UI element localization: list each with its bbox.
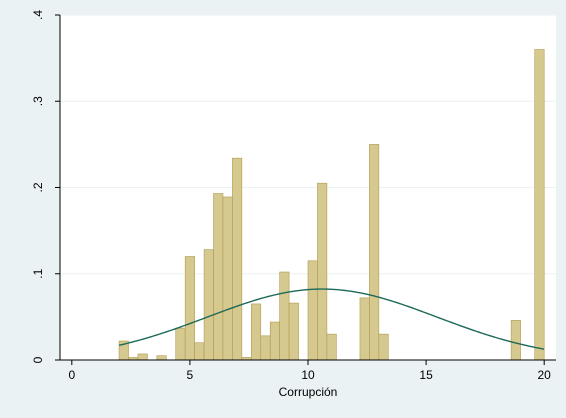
histogram-bar xyxy=(369,144,380,361)
histogram-bar xyxy=(156,355,167,361)
histogram-bar xyxy=(279,271,290,361)
histogram-bar xyxy=(269,321,280,361)
histogram-bar xyxy=(307,260,318,361)
histogram-bar xyxy=(184,256,195,361)
histogram-bar xyxy=(260,335,271,361)
axis-ticks: 0 5 10 15 20 0 .1 .2 .3 .4 xyxy=(31,10,551,382)
x-tick-label: 0 xyxy=(68,368,75,382)
histogram-bar xyxy=(251,303,262,361)
histogram-bars xyxy=(118,49,545,361)
histogram-bar xyxy=(326,333,337,361)
histogram-bar xyxy=(510,320,521,361)
y-tick-label: 0 xyxy=(31,356,45,363)
histogram-bar xyxy=(137,353,148,361)
x-tick-label: 20 xyxy=(538,368,552,382)
normal-curve-line xyxy=(118,288,545,350)
histogram-bar xyxy=(534,49,545,361)
histogram-bar xyxy=(378,333,389,361)
histogram-bar xyxy=(222,196,233,361)
y-tick-label: .4 xyxy=(31,10,45,20)
histogram-bar xyxy=(175,327,186,361)
histogram-bar xyxy=(194,342,205,361)
normal-density-curve xyxy=(118,288,545,350)
x-tick-label: 15 xyxy=(419,368,433,382)
x-tick-label: 10 xyxy=(301,368,315,382)
histogram-bar xyxy=(288,302,299,361)
histogram-bar xyxy=(203,249,214,361)
histogram-bar xyxy=(359,297,370,361)
histogram-bar xyxy=(317,182,328,361)
x-axis-title: Corrupción xyxy=(279,385,338,399)
x-tick-label: 5 xyxy=(187,368,194,382)
histogram-bar xyxy=(232,157,243,361)
y-tick-label: .1 xyxy=(31,268,45,278)
y-tick-label: .2 xyxy=(31,182,45,192)
histogram-bar xyxy=(213,193,224,361)
y-tick-label: .3 xyxy=(31,96,45,106)
